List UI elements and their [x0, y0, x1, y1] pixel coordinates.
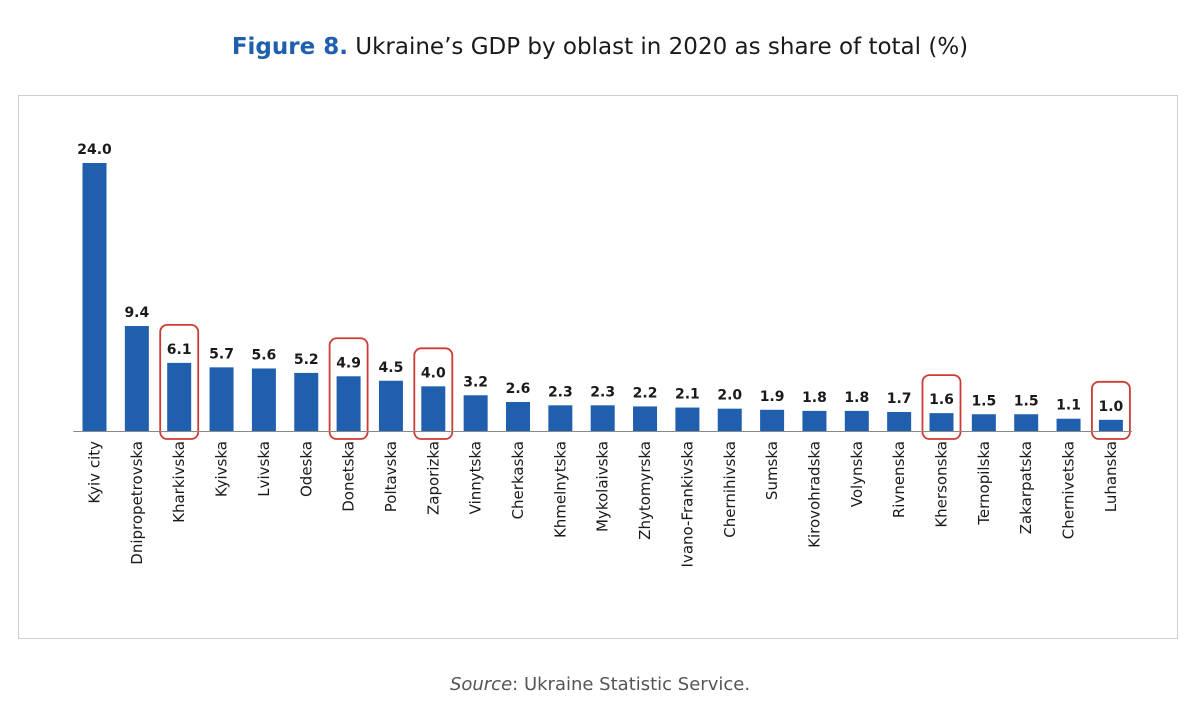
bar [378, 380, 403, 431]
tick-label: Vinnytska [467, 441, 485, 514]
bar [1098, 419, 1123, 431]
value-label: 6.1 [167, 342, 192, 358]
bar [675, 407, 700, 431]
tick-label: Volynska [848, 441, 866, 507]
bar [463, 395, 488, 431]
value-label: 24.0 [77, 142, 112, 158]
value-label: 2.3 [590, 384, 615, 400]
bar [887, 412, 912, 431]
tick-label: Chernivetska [1060, 441, 1078, 539]
tick-label: Odeska [297, 441, 315, 497]
bar [760, 409, 785, 431]
tick-label: Sumska [763, 441, 781, 500]
value-label: 1.0 [1098, 399, 1123, 415]
tick-label: Kyivska [213, 441, 231, 497]
value-label: 5.7 [209, 346, 234, 362]
value-label: 1.5 [971, 393, 996, 409]
value-label: 4.0 [421, 365, 446, 381]
tick-label: Lvivska [255, 441, 273, 497]
bar [548, 405, 573, 431]
bar [844, 410, 869, 431]
chart-title: Figure 8. Ukraine’s GDP by oblast in 202… [0, 34, 1200, 60]
bar [1056, 418, 1081, 431]
highlight-box [328, 337, 369, 440]
bar [82, 163, 107, 431]
tick-label: Ivano-Frankivska [678, 441, 696, 567]
bar [336, 376, 361, 431]
source-text: : Ukraine Statistic Service. [512, 674, 751, 695]
bar-chart: 24.0 Kyiv city 9.4 Dnipropetrovska 6.1 Kharki… [73, 142, 1133, 567]
bar [124, 326, 149, 431]
bar [929, 413, 954, 431]
tick-label: Mykolaivska [594, 441, 612, 532]
tick-label: Kharkivska [170, 441, 188, 523]
tick-label: Cherkaska [509, 441, 527, 519]
tick-label: Zaporizka [424, 441, 442, 515]
bar [1014, 414, 1039, 431]
figure-label: Figure 8. [231, 34, 348, 60]
bar [251, 368, 276, 431]
value-label: 2.0 [717, 388, 742, 404]
value-label: 1.5 [1014, 393, 1039, 409]
tick-label: Khersonska [933, 441, 951, 528]
tick-label: Poltavska [382, 441, 400, 512]
tick-label: Zakarpatska [1017, 441, 1035, 534]
tick-label: Ternopilska [975, 441, 993, 526]
source-label: Source [449, 674, 513, 695]
value-label: 9.4 [124, 305, 149, 321]
source-note: Source: Ukraine Statistic Service. [0, 674, 1200, 695]
chart-frame: 24.0 Kyiv city 9.4 Dnipropetrovska 6.1 Kharki… [18, 95, 1178, 639]
tick-label: Khmelnytska [551, 441, 569, 538]
value-label: 2.6 [506, 381, 531, 397]
value-label: 1.8 [802, 390, 827, 406]
value-label: 4.9 [336, 355, 361, 371]
tick-label: Chernihivska [721, 441, 739, 538]
value-label: 1.7 [887, 391, 912, 407]
bar [971, 414, 996, 431]
bar [421, 386, 446, 431]
tick-label: Dnipropetrovska [128, 441, 146, 565]
value-label: 2.1 [675, 387, 700, 403]
value-label: 1.8 [844, 390, 869, 406]
bar [294, 372, 319, 431]
value-label: 1.6 [929, 392, 954, 408]
tick-label: Rivnenska [890, 441, 908, 518]
bar [209, 367, 234, 431]
bar [802, 410, 827, 431]
value-label: 3.2 [463, 374, 488, 390]
value-label: 5.6 [251, 347, 276, 363]
value-label: 1.1 [1056, 398, 1081, 414]
value-label: 1.9 [760, 389, 785, 405]
title-text: Ukraine’s GDP by oblast in 2020 as share… [355, 34, 969, 60]
tick-label: Donetska [340, 441, 358, 512]
tick-label: Luhanska [1102, 441, 1120, 512]
value-label: 4.5 [379, 360, 404, 376]
bar [506, 401, 530, 431]
value-label: 5.2 [294, 352, 319, 368]
highlight-box [413, 347, 454, 440]
tick-label: Kirovohradska [805, 441, 823, 548]
tick-label: Zhytomyrska [636, 441, 654, 540]
bar [633, 406, 658, 431]
bar [167, 362, 192, 431]
bar [717, 408, 742, 431]
tick-label: Kyiv city [86, 441, 104, 504]
highlight-box [921, 374, 962, 440]
highlight-box [1091, 380, 1131, 440]
bar [590, 405, 615, 431]
value-label: 2.2 [633, 385, 658, 401]
value-label: 2.3 [548, 384, 573, 400]
highlight-box [159, 323, 200, 440]
